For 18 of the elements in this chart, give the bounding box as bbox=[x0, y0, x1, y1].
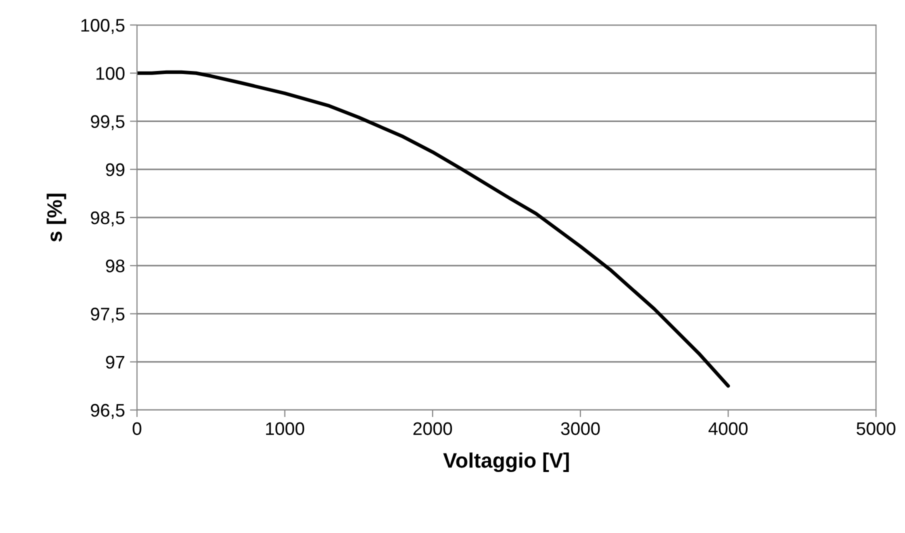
line-series bbox=[137, 70, 730, 388]
x-tick-label: 0 bbox=[132, 422, 142, 436]
x-tick-label: 4000 bbox=[708, 422, 748, 436]
y-tick-label: 99,5 bbox=[90, 115, 124, 130]
y-tick-label: 100,5 bbox=[81, 18, 124, 34]
x-tick-label: 3000 bbox=[561, 422, 600, 436]
x-tick-label: 2000 bbox=[413, 422, 452, 436]
y-tick-label: 100 bbox=[96, 67, 124, 80]
x-axis-title: Voltaggio [V] bbox=[443, 452, 569, 472]
y-tick-label: 98,5 bbox=[90, 211, 124, 226]
x-tick-label: 1000 bbox=[266, 422, 304, 436]
y-tick-label: 97,5 bbox=[90, 308, 124, 323]
x-tick-label: 5000 bbox=[856, 422, 896, 436]
y-tick-label: 98 bbox=[106, 260, 124, 272]
y-axis-title: s [%] bbox=[46, 194, 66, 242]
y-tick-label: 97 bbox=[106, 356, 124, 369]
y-tick-label: 96,5 bbox=[90, 404, 124, 419]
y-tick-label: 99 bbox=[106, 163, 124, 176]
